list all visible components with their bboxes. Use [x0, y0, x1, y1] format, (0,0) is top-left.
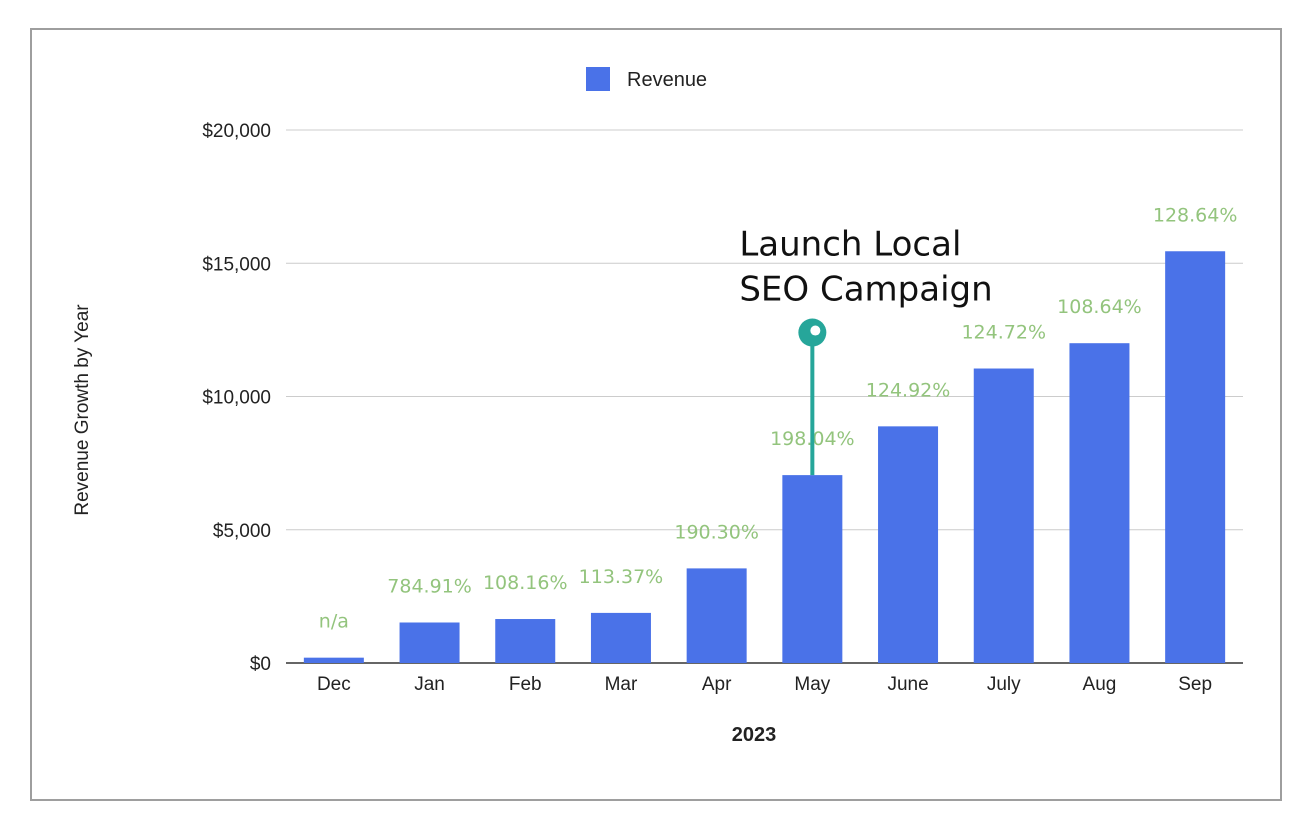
bar-jan[interactable]	[399, 622, 460, 663]
data-label-jan: 784.91%	[387, 575, 472, 597]
annotation-text-line: SEO Campaign	[739, 270, 992, 310]
legend-label-revenue: Revenue	[627, 69, 707, 91]
data-label-aug: 108.64%	[1057, 296, 1142, 318]
data-label-feb: 108.16%	[483, 572, 568, 594]
y-tick-label: $0	[250, 654, 271, 675]
legend-swatch-revenue	[586, 67, 610, 91]
y-tick-label: $10,000	[202, 388, 271, 409]
x-tick-label: Sep	[1178, 674, 1212, 695]
data-label-dec: n/a	[319, 611, 349, 633]
bar-mar[interactable]	[590, 612, 651, 663]
data-labels: n/a784.91%108.16%113.37%190.30%198.04%12…	[319, 204, 1238, 632]
legend[interactable]: Revenue	[586, 67, 707, 91]
y-axis-title: Revenue Growth by Year	[72, 304, 93, 516]
data-label-sep: 128.64%	[1153, 204, 1238, 226]
bar-feb[interactable]	[495, 619, 556, 663]
y-tick-label: $5,000	[213, 521, 271, 542]
x-axis-ticks: Dec Jan Feb Mar Apr May June July Aug Sep	[317, 674, 1212, 695]
bar-dec[interactable]	[303, 657, 364, 663]
bars	[303, 251, 1226, 663]
y-tick-label: $20,000	[202, 121, 271, 142]
annotation-text-line: Launch Local	[739, 225, 961, 265]
bar-sep[interactable]	[1165, 251, 1226, 663]
bar-june[interactable]	[878, 426, 939, 663]
annotation-marker-highlight	[810, 325, 821, 336]
x-tick-label: Aug	[1083, 674, 1117, 695]
x-tick-label: Feb	[509, 674, 542, 695]
x-tick-label: July	[987, 674, 1021, 695]
bar-july[interactable]	[973, 368, 1034, 663]
x-tick-label: Apr	[702, 674, 732, 695]
bar-may[interactable]	[782, 475, 843, 663]
x-tick-label: Jan	[414, 674, 445, 695]
data-label-apr: 190.30%	[674, 521, 759, 543]
x-tick-label: Mar	[605, 674, 638, 695]
bar-aug[interactable]	[1069, 343, 1130, 663]
x-tick-label: June	[887, 674, 928, 695]
data-label-june: 124.92%	[866, 379, 951, 401]
x-axis-title: 2023	[732, 724, 777, 746]
data-label-mar: 113.37%	[579, 566, 664, 588]
bar-apr[interactable]	[686, 568, 747, 663]
y-axis-ticks: $0 $5,000 $10,000 $15,000 $20,000	[202, 121, 271, 675]
data-label-july: 124.72%	[961, 322, 1046, 344]
x-tick-label: Dec	[317, 674, 351, 695]
y-tick-label: $15,000	[202, 254, 271, 275]
x-tick-label: May	[794, 674, 830, 695]
annotation: Launch Local SEO Campaign	[739, 225, 993, 476]
